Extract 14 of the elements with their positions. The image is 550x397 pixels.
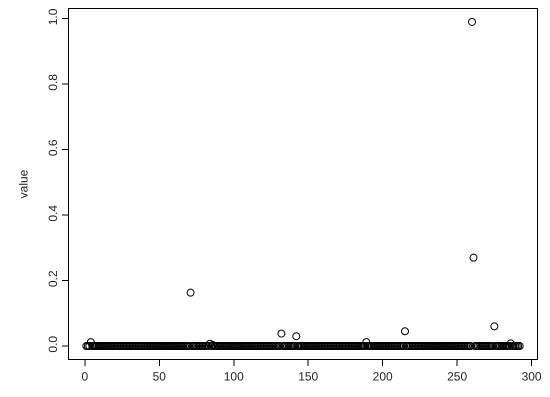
x-tick-label: 100 xyxy=(224,369,244,384)
y-tick-label: 0.2 xyxy=(46,270,60,288)
x-tick-label: 0 xyxy=(81,369,88,384)
y-tick-label: 0.6 xyxy=(46,139,60,156)
x-tick-label: 250 xyxy=(447,369,468,384)
y-tick-label: 0.4 xyxy=(46,204,60,222)
x-tick-label: 300 xyxy=(522,369,542,384)
y-tick-label: 1.0 xyxy=(46,8,60,26)
x-tick-label: 200 xyxy=(372,369,393,384)
y-tick-label: 0.0 xyxy=(46,336,60,353)
x-tick-label: 150 xyxy=(298,369,319,384)
y-axis-title: value xyxy=(16,169,30,198)
y-tick-label: 0.8 xyxy=(46,74,60,91)
x-tick-label: 50 xyxy=(152,369,166,384)
